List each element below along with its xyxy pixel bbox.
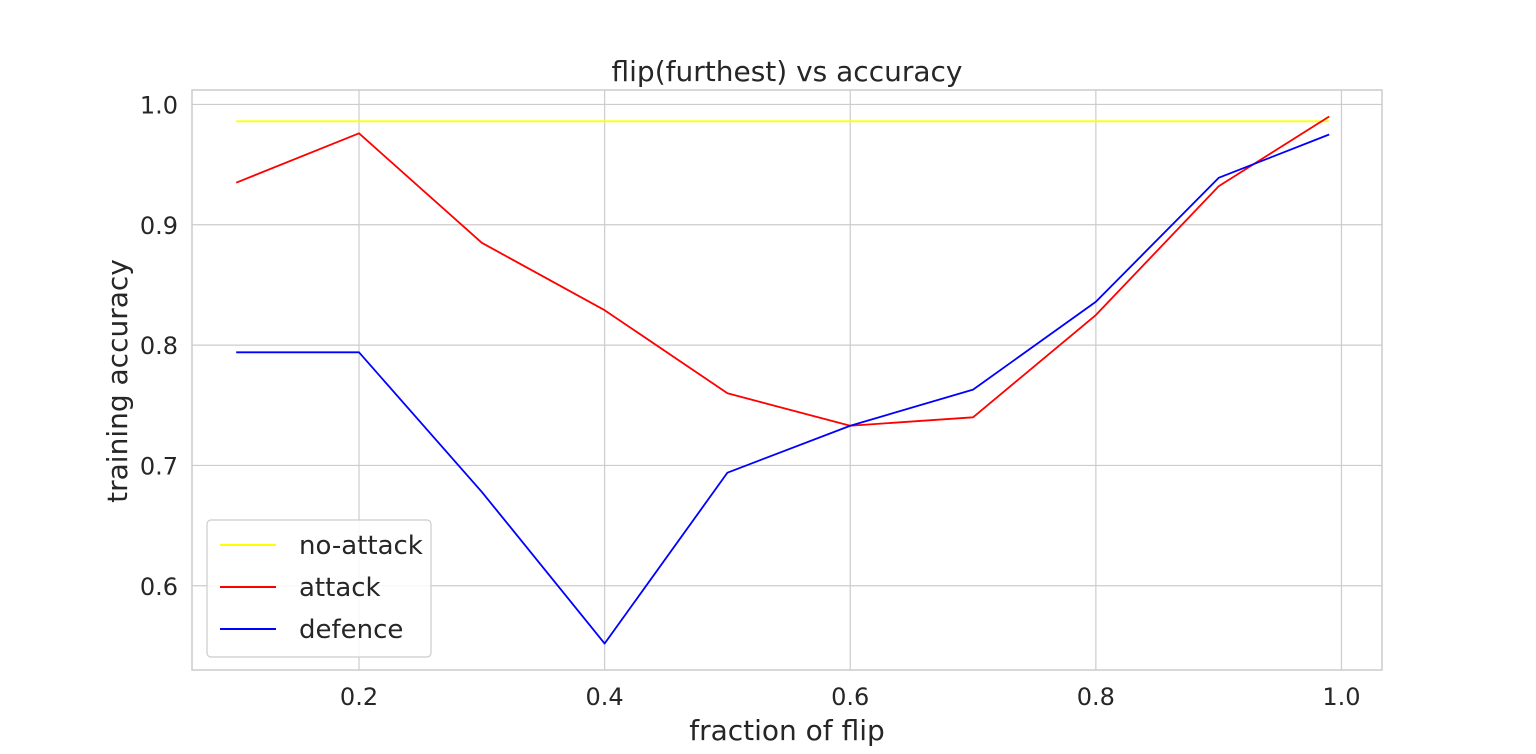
- x-tick-label: 0.6: [831, 683, 869, 711]
- legend-label-no-attack: no-attack: [299, 531, 423, 561]
- legend-box: [206, 519, 432, 658]
- x-tick-label: 0.2: [340, 683, 378, 711]
- legend-label-attack: attack: [299, 573, 381, 603]
- series-line-attack: [235, 115, 1330, 427]
- y-tick-label: 0.9: [140, 212, 178, 240]
- x-axis-label: fraction of flip: [689, 714, 885, 747]
- y-tick-labels: 0.6 0.7 0.8 0.9 1.0: [140, 91, 178, 600]
- x-tick-label: 0.4: [586, 683, 624, 711]
- series-lines: [235, 115, 1330, 645]
- series-line-defence: [236, 133, 1330, 645]
- y-tick-label: 1.0: [140, 91, 178, 119]
- plot-frame: [191, 89, 1383, 671]
- legend: no-attack attack defence: [206, 519, 432, 658]
- x-tick-labels: 0.2 0.4 0.6 0.8 1.0: [340, 683, 1361, 711]
- y-tick-label: 0.6: [140, 573, 178, 601]
- chart-title: flip(furthest) vs accuracy: [612, 55, 963, 88]
- y-tick-label: 0.7: [140, 452, 178, 480]
- x-tick-label: 0.8: [1077, 683, 1115, 711]
- y-axis-label: training accuracy: [101, 259, 134, 503]
- legend-label-defence: defence: [299, 615, 403, 645]
- y-tick-label: 0.8: [140, 332, 178, 360]
- x-tick-label: 1.0: [1322, 683, 1360, 711]
